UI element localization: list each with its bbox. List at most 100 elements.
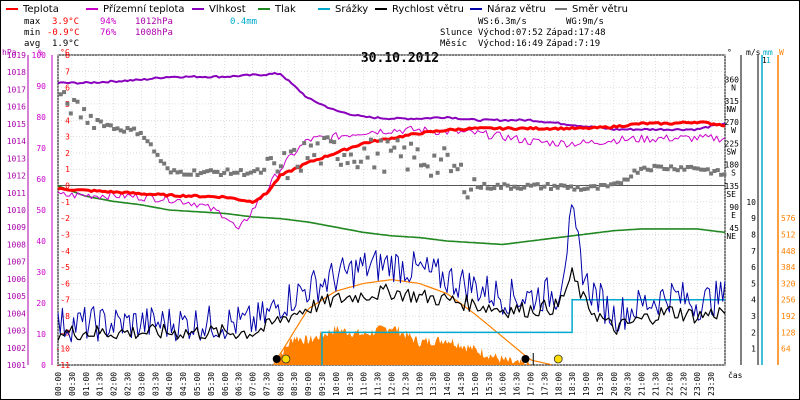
x-tick-label: 20:00 [610,372,619,396]
smer-point [499,185,503,190]
hpa-tick-label: 1006 [7,275,26,284]
c-tick-label: -11 [56,361,71,370]
smer-point [492,186,497,191]
w-tick-label: 256 [781,296,796,305]
deg-tick-label: 45 [729,224,739,233]
smer-point [465,195,470,200]
legend: Teplota Přízemní teplota Vlhkost Tlak Srážky… [6,3,628,15]
smer-point [529,183,533,188]
series-rychlost-line [57,267,726,341]
smer-point [322,136,327,140]
smer-point [532,182,537,187]
c-tick-label: -5 [60,263,70,272]
x-tick-label: 01:00 [82,372,91,396]
smer-point [669,164,674,169]
stats-sun-set: Západ:17:48 [546,28,606,38]
smer-point [599,183,603,187]
pct-axis-title: % [38,48,43,57]
smer-point [415,147,420,152]
smer-point [685,165,690,169]
hpa-tick-label: 1003 [7,327,26,336]
smer-point [662,167,667,171]
smer-point [78,115,83,120]
c-tick-label: -7 [60,296,70,305]
legend-label-smer: Směr větru [572,3,628,15]
smer-point [228,171,233,176]
smer-point [292,147,297,152]
series-srazky-line [321,298,725,365]
smer-point [142,135,147,140]
smer-point [655,164,660,169]
smer-point [719,172,724,177]
smer-point [352,159,357,164]
ms-tick-label: 4 [751,296,756,305]
dir-tick-label: SE [726,190,736,199]
smer-point [135,132,140,137]
deg-tick-label: 360 [725,76,740,85]
stats-min-hum: 76% [100,28,117,38]
smer-point [342,153,347,157]
smer-point [689,164,694,169]
smer-point [472,177,477,182]
smer-point [709,171,714,176]
x-tick-label: 00:30 [68,372,77,396]
deg-tick-label: 90 [729,203,739,212]
x-tick-label: 05:30 [207,372,216,396]
smer-point [422,162,427,167]
deg-tick-label: 180 [725,161,740,170]
smer-point [388,148,393,153]
smer-point [335,157,340,162]
smer-point [128,127,133,132]
smer-point [665,167,670,172]
smer-point [175,170,180,175]
smer-point [58,92,63,97]
smer-point [195,173,200,177]
smer-point [332,140,337,145]
smer-point [642,165,647,170]
smer-point [372,165,377,170]
smer-point [255,167,260,172]
x-tick-label: 12:00 [388,372,397,396]
pct-tick-label: 10 [36,330,46,339]
x-tick-label: 14:30 [457,372,466,396]
smer-point [68,111,73,116]
smer-point [65,101,70,106]
smer-point [635,170,640,175]
smer-point [469,187,473,192]
x-tick-label: 14:00 [443,372,452,396]
x-tick-label: 04:30 [179,372,188,396]
smer-point [318,161,323,166]
smer-point [212,169,217,174]
legend-label-prizemni: Přízemní teplota [103,3,185,15]
smer-point [368,137,373,142]
w-tick-label: 576 [781,214,796,223]
smer-point [649,168,654,173]
hpa-tick-label: 1011 [7,189,26,198]
stats-moon-set: Západ:7:19 [546,39,600,49]
smer-point [445,152,450,157]
smer-point [535,182,540,187]
smer-point [208,168,213,173]
mm-axis-top: 1 [766,56,771,65]
series-prizemni-line [57,125,726,230]
smer-point [555,185,560,190]
hpa-tick-label: 1015 [7,120,26,129]
smer-point [455,167,460,172]
x-tick-label: 11:00 [360,372,369,396]
w-tick-label: 448 [781,247,796,256]
series-teplota-line [57,120,726,204]
x-tick-label: 18:00 [554,372,563,396]
smer-point [385,139,390,144]
smer-point [432,153,437,158]
smer-point [539,186,543,191]
x-tick-label: 22:00 [665,372,674,396]
smer-point [265,156,270,161]
stats-max-hum: 94% [100,17,117,27]
smer-point [485,186,490,191]
smer-point [152,149,157,154]
c-tick-label: 1 [65,165,70,174]
smer-point [118,128,123,133]
smer-point [398,154,403,159]
hpa-tick-label: 1013 [7,154,26,163]
